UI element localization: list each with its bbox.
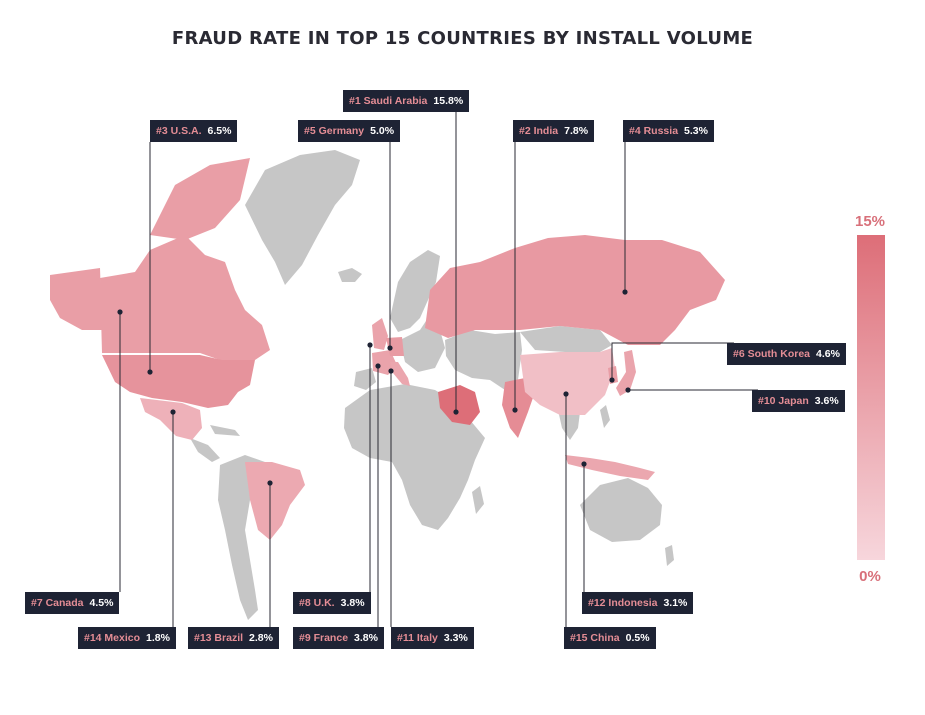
alaska-shape [50, 268, 102, 330]
africa-shape [344, 384, 485, 530]
uk-shape [372, 318, 388, 350]
label-uk-value: 3.8% [340, 597, 365, 609]
iberia-shape [354, 368, 376, 390]
brazil-shape [245, 462, 305, 540]
label-india-value: 7.8% [564, 125, 589, 137]
iceland-shape [338, 268, 362, 282]
usa-shape [102, 355, 255, 408]
label-france-name: #9 France [299, 632, 349, 644]
label-germany: #5 Germany 5.0% [298, 120, 401, 142]
label-saudi-name: #1 Saudi Arabia [349, 95, 428, 107]
label-korea-value: 4.6% [816, 348, 840, 360]
label-japan-name: #10 Japan [758, 395, 809, 407]
label-korea-name: #6 South Korea [733, 348, 811, 360]
caribbean-shape [210, 425, 240, 436]
label-china: #15 China 0.5% [564, 627, 656, 649]
japan-shape [616, 350, 636, 396]
legend-max-label: 15% [854, 213, 886, 230]
label-canada-name: #7 Canada [31, 597, 84, 609]
label-italy: #11 Italy 3.3% [391, 627, 474, 649]
label-india-name: #2 India [519, 125, 559, 137]
label-indonesia: #12 Indonesia 3.1% [582, 592, 694, 614]
dot-usa [147, 369, 153, 375]
canada-arctic-islands-shape [150, 158, 250, 240]
central-america-shape [190, 438, 220, 462]
label-mexico: #14 Mexico 1.8% [78, 627, 176, 649]
label-germany-value: 5.0% [370, 125, 395, 137]
label-usa-value: 6.5% [207, 125, 232, 137]
label-saudi: #1 Saudi Arabia 15.8% [343, 90, 470, 112]
label-italy-name: #11 Italy [397, 632, 438, 644]
legend-min-label: 0% [859, 568, 881, 585]
label-france: #9 France 3.8% [293, 627, 384, 649]
label-usa-name: #3 U.S.A. [156, 125, 202, 137]
label-china-value: 0.5% [625, 632, 650, 644]
new-zealand-shape [665, 545, 674, 566]
middle-east-shape [445, 330, 522, 390]
label-usa: #3 U.S.A. 6.5% [150, 120, 238, 142]
label-france-value: 3.8% [354, 632, 378, 644]
dot-mexico [170, 409, 176, 415]
label-uk-name: #8 U.K. [299, 597, 335, 609]
saudi-arabia-shape [438, 385, 480, 425]
greenland-shape [245, 150, 360, 285]
italy-shape [390, 362, 410, 386]
indonesia-shape [565, 455, 655, 480]
label-russia-name: #4 Russia [629, 125, 679, 137]
label-germany-name: #5 Germany [304, 125, 365, 137]
china-shape [520, 348, 615, 415]
label-brazil: #13 Brazil 2.8% [188, 627, 279, 649]
label-china-name: #15 China [570, 632, 620, 644]
mongolia-shape [520, 326, 612, 352]
dot-indonesia [581, 461, 587, 467]
label-indonesia-value: 3.1% [663, 597, 688, 609]
dot-saudi [453, 409, 459, 415]
label-brazil-name: #13 Brazil [194, 632, 244, 644]
philippines-shape [600, 405, 610, 428]
dot-brazil [267, 480, 273, 486]
australia-shape [580, 478, 662, 542]
russia-shape [425, 235, 725, 345]
dot-canada [117, 309, 123, 315]
label-saudi-value: 15.8% [433, 95, 464, 107]
scandinavia-shape [390, 250, 440, 332]
label-mexico-value: 1.8% [146, 632, 170, 644]
label-russia: #4 Russia 5.3% [623, 120, 714, 142]
label-canada: #7 Canada 4.5% [25, 592, 120, 614]
label-brazil-value: 2.8% [249, 632, 273, 644]
label-russia-value: 5.3% [684, 125, 708, 137]
dot-india [512, 407, 518, 413]
dot-italy [388, 368, 394, 374]
mexico-shape [140, 398, 202, 440]
label-canada-value: 4.5% [89, 597, 114, 609]
label-japan: #10 Japan 3.6% [752, 390, 845, 412]
dot-france [375, 363, 381, 369]
legend-scale-bar [857, 235, 885, 560]
leader-korea [611, 342, 734, 380]
dot-china [563, 391, 569, 397]
dot-russia [622, 289, 628, 295]
label-korea: #6 South Korea 4.6% [727, 343, 846, 365]
label-mexico-name: #14 Mexico [84, 632, 141, 644]
south-america-shape [218, 455, 265, 620]
canada-shape [100, 235, 270, 360]
label-india: #2 India 7.8% [513, 120, 595, 142]
label-indonesia-name: #12 Indonesia [588, 597, 658, 609]
label-uk: #8 U.K. 3.8% [293, 592, 371, 614]
chart-title: FRAUD RATE IN TOP 15 COUNTRIES BY INSTAL… [171, 28, 754, 49]
dot-japan [625, 387, 631, 393]
dot-korea [609, 377, 615, 383]
dot-uk [367, 342, 373, 348]
label-japan-value: 3.6% [814, 395, 839, 407]
madagascar-shape [472, 486, 484, 514]
dot-germany [387, 345, 393, 351]
label-italy-value: 3.3% [443, 632, 468, 644]
